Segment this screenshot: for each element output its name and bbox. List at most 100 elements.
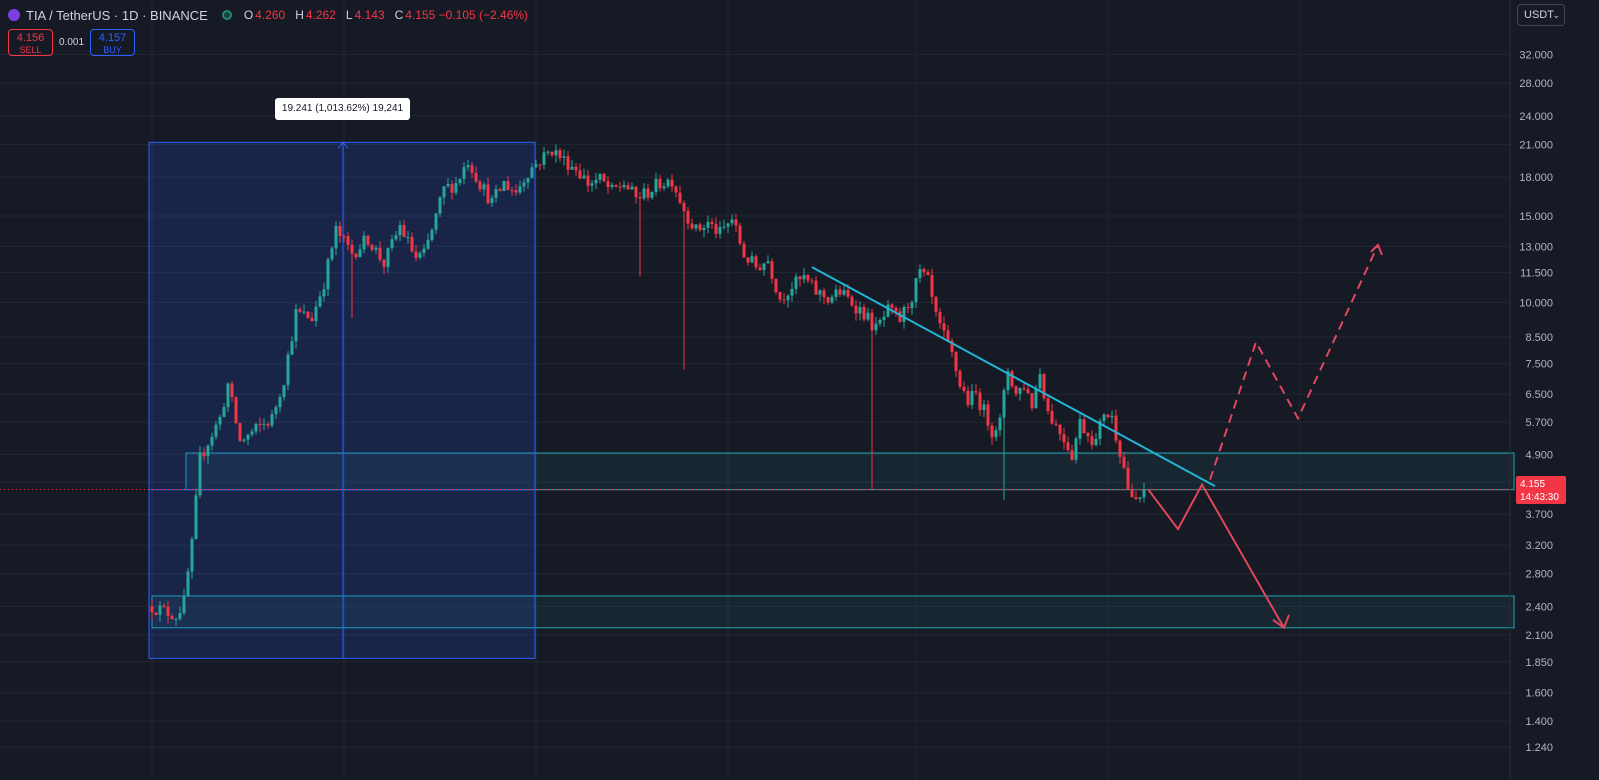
candle-body: [614, 184, 618, 187]
candle-body: [454, 183, 458, 193]
candle-body: [1138, 497, 1142, 499]
candle-body: [222, 407, 226, 417]
price-tick-label: 13.000: [1519, 241, 1553, 253]
price-tick-label: 4.900: [1525, 449, 1553, 461]
last-price: 4.155: [1520, 479, 1546, 490]
candle-body: [458, 178, 462, 184]
candle-body: [858, 307, 862, 314]
candle-body: [726, 223, 730, 227]
measure-tool: [148, 141, 536, 659]
candle-body: [766, 261, 770, 264]
candle-body: [666, 179, 670, 187]
candle-body: [878, 319, 882, 324]
candle-body: [722, 226, 726, 228]
candle-body: [178, 613, 182, 619]
candle-body: [910, 302, 914, 309]
candle-body: [538, 164, 542, 166]
price-tick-label: 2.800: [1525, 569, 1553, 581]
candle-body: [1142, 489, 1146, 498]
candle-body: [446, 184, 450, 187]
candle-body: [270, 414, 274, 426]
candle-body: [826, 297, 830, 303]
candle-body: [654, 178, 658, 193]
candle-body: [774, 278, 778, 292]
candle-body: [246, 434, 250, 440]
candle-body: [494, 189, 498, 198]
candle-body: [638, 197, 642, 199]
candle-body: [618, 186, 622, 188]
candle-body: [1114, 415, 1118, 441]
sell-button[interactable]: 4.156 SELL: [8, 29, 53, 56]
currency-selector[interactable]: USDT ⌄: [1517, 4, 1565, 26]
candlesticks: [150, 144, 1146, 626]
candle-body: [782, 299, 786, 301]
candle-body: [334, 225, 338, 249]
candle-body: [1086, 433, 1090, 437]
candle-body: [234, 397, 238, 424]
buy-button[interactable]: 4.157 BUY: [90, 29, 136, 56]
candle-body: [506, 181, 510, 191]
candle-body: [426, 239, 430, 249]
open-value: 4.260: [255, 8, 286, 22]
candle-body: [170, 615, 174, 620]
candle-body: [610, 184, 614, 188]
candle-body: [1066, 442, 1070, 451]
price-tick-label: 10.000: [1519, 297, 1553, 309]
candle-body: [274, 407, 278, 415]
candle-body: [530, 167, 534, 178]
candle-body: [946, 330, 950, 341]
candle-body: [998, 417, 1002, 431]
price-tick-label: 2.400: [1525, 601, 1553, 613]
candle-body: [634, 186, 638, 198]
candle-body: [694, 224, 698, 229]
candle-body: [266, 423, 270, 426]
candle-body: [802, 275, 806, 280]
symbol-title[interactable]: TIA / TetherUS · 1D · BINANCE: [26, 7, 208, 23]
candle-body: [938, 311, 942, 324]
candle-body: [750, 256, 754, 263]
price-tick-label: 1.850: [1525, 657, 1553, 669]
candle-body: [386, 247, 390, 267]
candle-body: [482, 184, 486, 190]
candle-body: [762, 263, 766, 271]
candle-body: [350, 244, 354, 254]
candle-body: [982, 404, 986, 411]
candle-body: [778, 291, 782, 300]
candle-body: [298, 309, 302, 312]
candle-body: [958, 371, 962, 387]
price-tick-label: 5.700: [1525, 417, 1553, 429]
candle-body: [390, 239, 394, 248]
candle-body: [594, 179, 598, 184]
price-tick-label: 1.400: [1525, 716, 1553, 728]
market-status-icon[interactable]: [221, 10, 232, 20]
candle-body: [798, 276, 802, 280]
candle-body: [898, 311, 902, 322]
candle-body: [410, 236, 414, 252]
candle-body: [158, 605, 162, 615]
chart-header: TIA / TetherUS · 1D · BINANCE O 4.260 H 4.…: [8, 6, 528, 24]
candle-body: [562, 156, 566, 158]
candle-body: [710, 222, 714, 224]
candle-body: [238, 423, 242, 441]
candle-body: [1030, 393, 1034, 409]
candle-body: [902, 307, 906, 322]
candle-body: [630, 186, 634, 190]
candle-body: [1026, 389, 1030, 394]
candle-body: [162, 605, 166, 607]
candle-body: [214, 424, 218, 437]
candle-body: [950, 340, 954, 352]
candle-body: [190, 539, 194, 572]
candle-body: [890, 304, 894, 308]
price-tick-label: 11.500: [1520, 268, 1553, 280]
drawings: [0, 243, 1510, 630]
candle-body: [702, 227, 706, 231]
low-key: L: [345, 8, 353, 22]
candle-body: [986, 404, 990, 426]
candle-body: [794, 276, 798, 289]
candle-body: [354, 253, 358, 258]
candle-body: [490, 197, 494, 204]
candle-body: [1134, 497, 1138, 499]
candle-body: [806, 275, 810, 281]
candle-body: [866, 312, 870, 320]
